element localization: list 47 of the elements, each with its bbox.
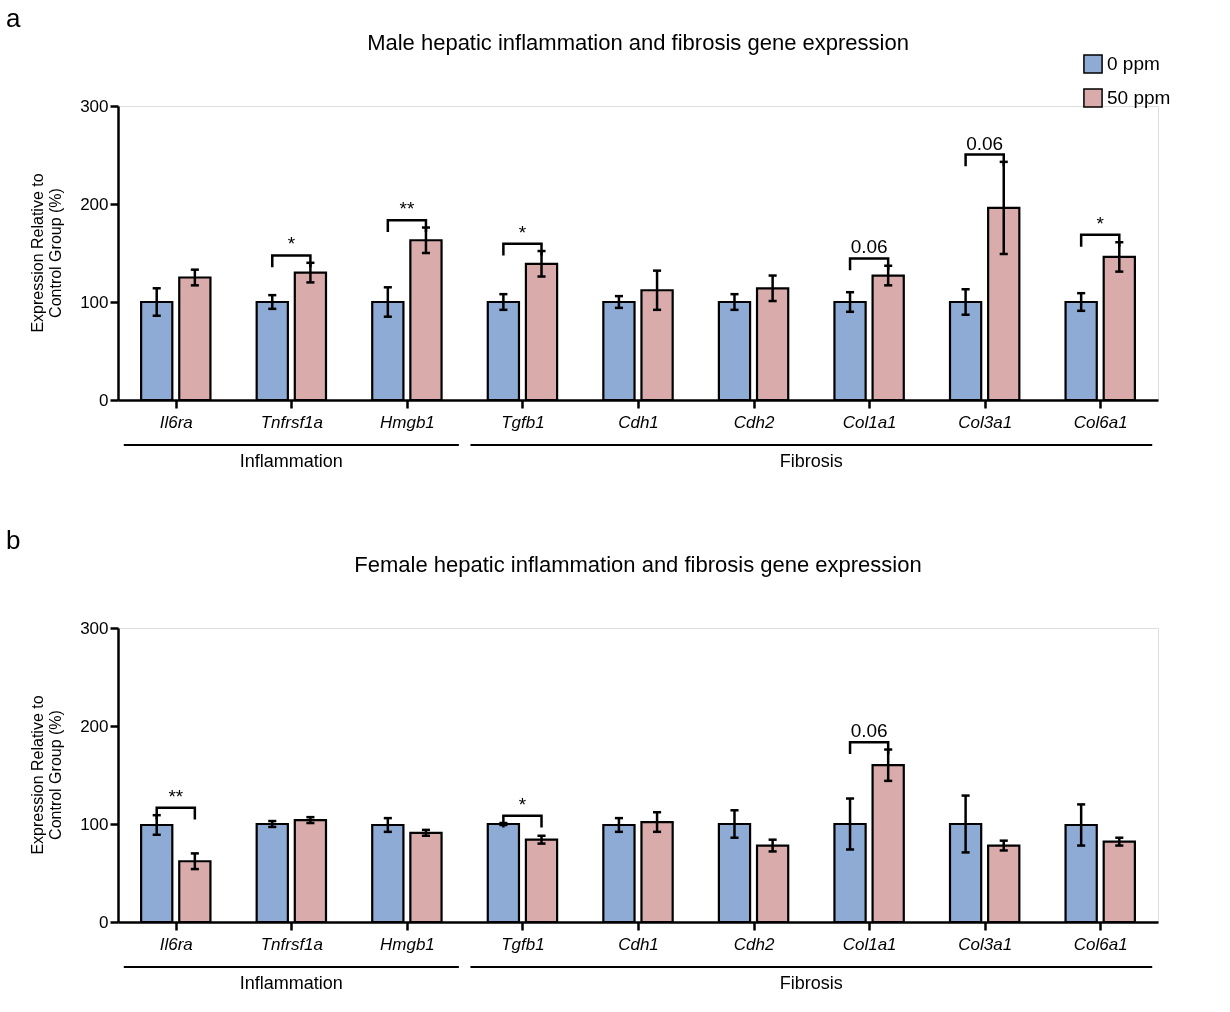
x-tick-label: Tnfrsf1a xyxy=(260,412,324,432)
text: Fibrosis xyxy=(779,973,843,993)
chart-title: Male hepatic inflammation and fibrosis gene expression xyxy=(367,30,909,55)
text: a xyxy=(6,3,21,33)
x-tick-label: Tgfb1 xyxy=(501,934,545,954)
y-tick-label: 200 xyxy=(80,716,109,736)
annotation: ** xyxy=(399,198,415,220)
x-tick-label: Cdh1 xyxy=(618,412,659,432)
text: Fibrosis xyxy=(779,451,843,471)
x-tick-label: Col3a1 xyxy=(958,934,1013,954)
text: Inflammation xyxy=(239,451,343,471)
y-tick-label: 300 xyxy=(80,96,109,116)
annotation: * xyxy=(287,233,296,255)
y-tick-label: 100 xyxy=(80,814,109,834)
y-tick-label: 200 xyxy=(80,194,109,214)
x-tick-label: Tnfrsf1a xyxy=(260,934,324,954)
x-tick-label: Cdh1 xyxy=(618,934,659,954)
text: Inflammation xyxy=(239,973,343,993)
y-axis-title: Expression Relative to Control Group (%) xyxy=(29,173,64,333)
annotation: * xyxy=(1096,212,1105,234)
y-tick-label: 0 xyxy=(99,390,109,410)
x-tick-label: Tgfb1 xyxy=(501,412,545,432)
annotation: 0.06 xyxy=(850,236,888,258)
x-tick-label: Col1a1 xyxy=(842,934,897,954)
y-tick-label: 300 xyxy=(80,618,109,638)
annotation: 0.06 xyxy=(966,132,1004,154)
y-axis-title: Expression Relative to Control Group (%) xyxy=(29,695,64,855)
annotation: ** xyxy=(168,785,184,807)
x-tick-label: Hmgb1 xyxy=(379,934,435,954)
annotation: 0.06 xyxy=(850,720,888,742)
x-tick-label: Il6ra xyxy=(159,412,193,432)
annotation: * xyxy=(518,221,527,243)
text: b xyxy=(6,525,21,555)
y-tick-label: 0 xyxy=(99,912,109,932)
x-tick-label: Col6a1 xyxy=(1073,412,1128,432)
x-tick-label: Cdh2 xyxy=(733,412,775,432)
x-tick-label: Col1a1 xyxy=(842,412,897,432)
legend-label: 0 ppm xyxy=(1107,53,1160,74)
y-tick-label: 100 xyxy=(80,292,109,312)
x-tick-label: Col3a1 xyxy=(958,412,1013,432)
x-tick-label: Il6ra xyxy=(159,934,193,954)
x-tick-label: Col6a1 xyxy=(1073,934,1128,954)
x-tick-label: Hmgb1 xyxy=(379,412,435,432)
x-tick-label: Cdh2 xyxy=(733,934,775,954)
legend-label: 50 ppm xyxy=(1107,87,1171,108)
chart-title: Female hepatic inflammation and fibrosis gene expression xyxy=(354,552,922,577)
annotation: * xyxy=(518,793,527,815)
